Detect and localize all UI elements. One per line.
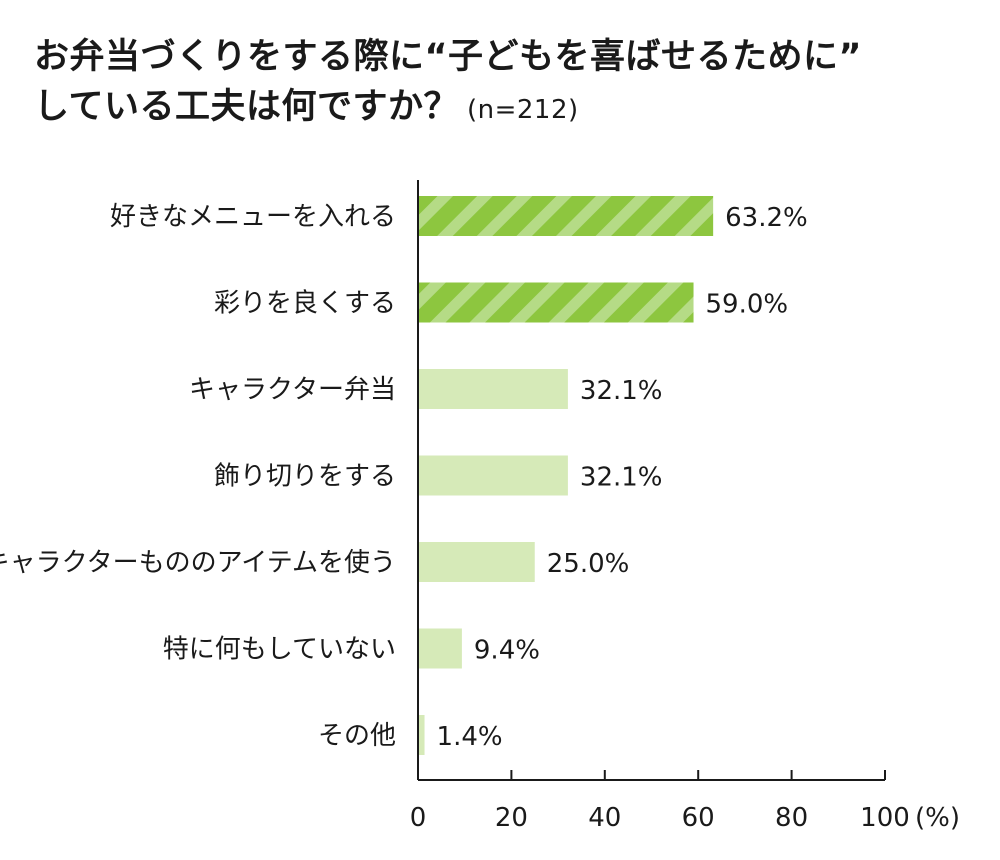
x-tick-label-3: 60 — [682, 803, 715, 833]
category-label-1: 彩りを良くする — [214, 289, 396, 319]
category-label-2: キャラクター弁当 — [189, 375, 396, 405]
category-label-5: 特に何もしていない — [163, 635, 396, 665]
bar-4 — [418, 542, 535, 582]
x-tick-label-0: 0 — [410, 803, 427, 833]
sample-size: (n=212) — [466, 95, 579, 125]
value-label-3: 32.1% — [580, 463, 663, 493]
bar-5 — [418, 628, 462, 669]
x-axis-unit: (%) — [915, 803, 960, 833]
x-tick-label-1: 20 — [495, 803, 528, 833]
value-label-0: 63.2% — [725, 203, 808, 233]
bar-6 — [418, 715, 425, 755]
category-label-4: キャラクターもののアイテムを使う — [0, 548, 396, 578]
category-label-6: その他 — [318, 721, 396, 751]
x-tick-label-5: 100 — [860, 803, 910, 833]
value-label-5: 9.4% — [474, 636, 540, 666]
category-label-0: 好きなメニューを入れる — [110, 202, 396, 232]
title-line-2-text: している工夫は何ですか？ — [34, 87, 459, 127]
title-line-1: お弁当づくりをする際に“子どもを喜ばせるために” — [34, 37, 863, 77]
bar-1 — [418, 282, 694, 323]
value-label-2: 32.1% — [580, 376, 663, 406]
x-tick-label-2: 40 — [588, 803, 621, 833]
category-label-3: 飾り切りをする — [214, 462, 396, 492]
title-line-2: している工夫は何ですか？ (n=212) — [34, 82, 974, 135]
value-label-6: 1.4% — [437, 722, 503, 752]
value-label-1: 59.0% — [706, 290, 789, 320]
x-tick-label-4: 80 — [775, 803, 808, 833]
bar-0 — [418, 196, 714, 236]
bar-2 — [418, 369, 568, 409]
chart-title: お弁当づくりをする際に“子どもを喜ばせるために” している工夫は何ですか？ (n=… — [34, 32, 974, 135]
value-label-4: 25.0% — [547, 549, 630, 579]
bar-3 — [418, 455, 568, 496]
